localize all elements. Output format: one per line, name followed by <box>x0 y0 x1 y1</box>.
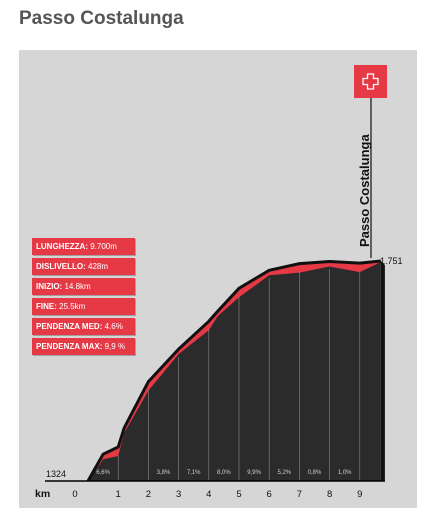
x-tick-label: 9 <box>357 489 362 500</box>
summit-layer: Passo Costalunga <box>354 65 387 258</box>
info-key: FINE: <box>36 302 57 311</box>
x-tick-label: 3 <box>176 489 181 500</box>
x-tick-label: 6 <box>267 489 272 500</box>
profile-crest <box>86 259 382 482</box>
summit-elevation-label: 1.751 <box>380 256 403 266</box>
info-key: LUNGHEZZA: <box>36 242 88 251</box>
info-label: PENDENZA MED: 4.6% <box>32 318 135 335</box>
x-axis-label: km <box>35 488 50 500</box>
gradient-label: 3,8% <box>157 470 171 476</box>
summit-label: Passo Costalunga <box>357 134 372 247</box>
info-key: INIZIO: <box>36 282 63 291</box>
x-tick-label: 0 <box>72 489 77 500</box>
page-title: Passo Costalunga <box>19 8 184 29</box>
gradient-label: 8,0% <box>217 470 231 476</box>
info-label: LUNGHEZZA: 9.700m <box>32 238 135 255</box>
x-tick-label: 5 <box>236 489 241 500</box>
gradient-label: 0,8% <box>308 470 322 476</box>
info-value: 14.8km <box>62 282 91 291</box>
info-label: DISLIVELLO: 428m <box>32 258 135 275</box>
info-key: PENDENZA MED: <box>36 322 103 331</box>
info-value: 428m <box>85 262 109 271</box>
profile-area <box>88 261 381 481</box>
info-value: 9,9 % <box>102 342 126 351</box>
info-value: 25.5km <box>56 302 86 311</box>
info-label: PENDENZA MAX: 9,9 % <box>32 338 135 355</box>
info-label: FINE: 25.5km <box>32 298 135 315</box>
x-tick-label: 4 <box>206 489 211 500</box>
x-tick-label: 8 <box>327 489 332 500</box>
info-value: 9.700m <box>88 242 117 251</box>
info-key: PENDENZA MAX: <box>36 342 103 351</box>
axis-layer: 0 1 2 3 4 5 6 7 8 9 km 1324 1.751 <box>35 256 403 500</box>
gradient-label: 1,0% <box>338 470 352 476</box>
profile-side <box>380 261 385 481</box>
x-tick-label: 7 <box>297 489 302 500</box>
x-tick-label: 2 <box>146 489 151 500</box>
gradient-label: 7,1% <box>187 470 201 476</box>
cross-symbol <box>362 73 379 90</box>
x-tick-label: 1 <box>116 489 121 500</box>
info-key: DISLIVELLO: <box>36 262 86 271</box>
info-value: 4.6% <box>102 322 123 331</box>
red-cross-flag-icon <box>354 65 387 98</box>
gradient-label: 5,2% <box>277 470 291 476</box>
gradient-label: 6,6% <box>96 470 110 476</box>
profile-layer: 6,6% 3,8% 7,1% 8,0% 9,9% 5,2% 0,8% 1,0% <box>86 259 385 482</box>
start-elevation-label: 1324 <box>46 469 66 479</box>
gradient-label: 9,9% <box>247 470 261 476</box>
info-label: INIZIO: 14.8km <box>32 278 135 295</box>
